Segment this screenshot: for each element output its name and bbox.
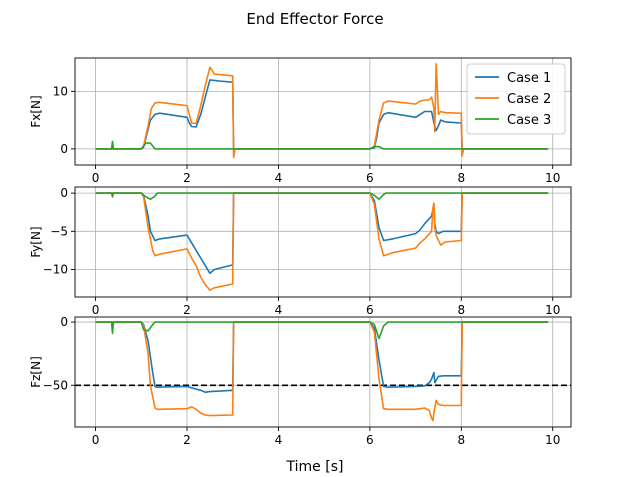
axes-frame <box>74 316 572 428</box>
y-tick-label: −50 <box>43 378 68 392</box>
x-tick-label: 6 <box>366 171 374 185</box>
y-tick-label: 0 <box>60 142 68 156</box>
x-tick-label: 2 <box>183 303 191 317</box>
series-line-case-1 <box>95 192 549 275</box>
legend: Case 1 Case 2 Case 3 <box>466 63 566 135</box>
x-tick-label: 8 <box>457 171 465 185</box>
series-line-case-3 <box>95 192 549 200</box>
subplot-0: 0 2 4 6 8 10 0 10 Fx[N] Case 1 Case 2 Case 3 <box>29 57 572 185</box>
series-line-case-2 <box>95 321 549 422</box>
y-tick-label: −10 <box>43 263 68 277</box>
axes-frame <box>74 186 572 298</box>
y-tick-label: 10 <box>53 84 68 98</box>
y-tick-label: 0 <box>60 186 68 200</box>
subplots: 0 2 4 6 8 10 0 10 Fx[N] Case 1 Case 2 Case 3 0 2 4 6 8 10… <box>29 57 572 447</box>
legend-label-case-1: Case 1 <box>507 71 551 86</box>
x-tick-label: 10 <box>545 171 560 185</box>
legend-label-case-3: Case 3 <box>507 113 551 128</box>
x-tick-label: 8 <box>457 303 465 317</box>
x-tick-label: 4 <box>275 303 283 317</box>
x-tick-label: 4 <box>275 433 283 447</box>
y-axis-label-2: Fz[N] <box>29 356 43 388</box>
x-tick-label: 0 <box>92 171 100 185</box>
x-axis-label: Time [s] <box>286 459 344 475</box>
x-tick-label: 8 <box>457 433 465 447</box>
series-line-case-3 <box>95 321 549 340</box>
x-tick-label: 0 <box>92 303 100 317</box>
y-tick-label: 0 <box>60 315 68 329</box>
legend-box <box>466 63 566 135</box>
x-tick-label: 4 <box>275 171 283 185</box>
y-axis-label-0: Fx[N] <box>29 95 43 127</box>
y-tick-label: −5 <box>50 224 68 238</box>
chart-title: End Effector Force <box>246 10 383 28</box>
x-tick-label: 2 <box>183 171 191 185</box>
axes-frame <box>74 57 572 166</box>
y-axis-label-1: Fy[N] <box>29 226 43 257</box>
x-tick-label: 2 <box>183 433 191 447</box>
series-line-case-1 <box>95 321 549 393</box>
x-tick-label: 6 <box>366 303 374 317</box>
x-tick-label: 10 <box>545 433 560 447</box>
x-tick-label: 6 <box>366 433 374 447</box>
x-tick-label: 0 <box>92 433 100 447</box>
legend-label-case-2: Case 2 <box>507 92 551 107</box>
x-tick-label: 10 <box>545 303 560 317</box>
series-line-case-3 <box>95 140 549 150</box>
series-line-case-2 <box>95 192 549 291</box>
